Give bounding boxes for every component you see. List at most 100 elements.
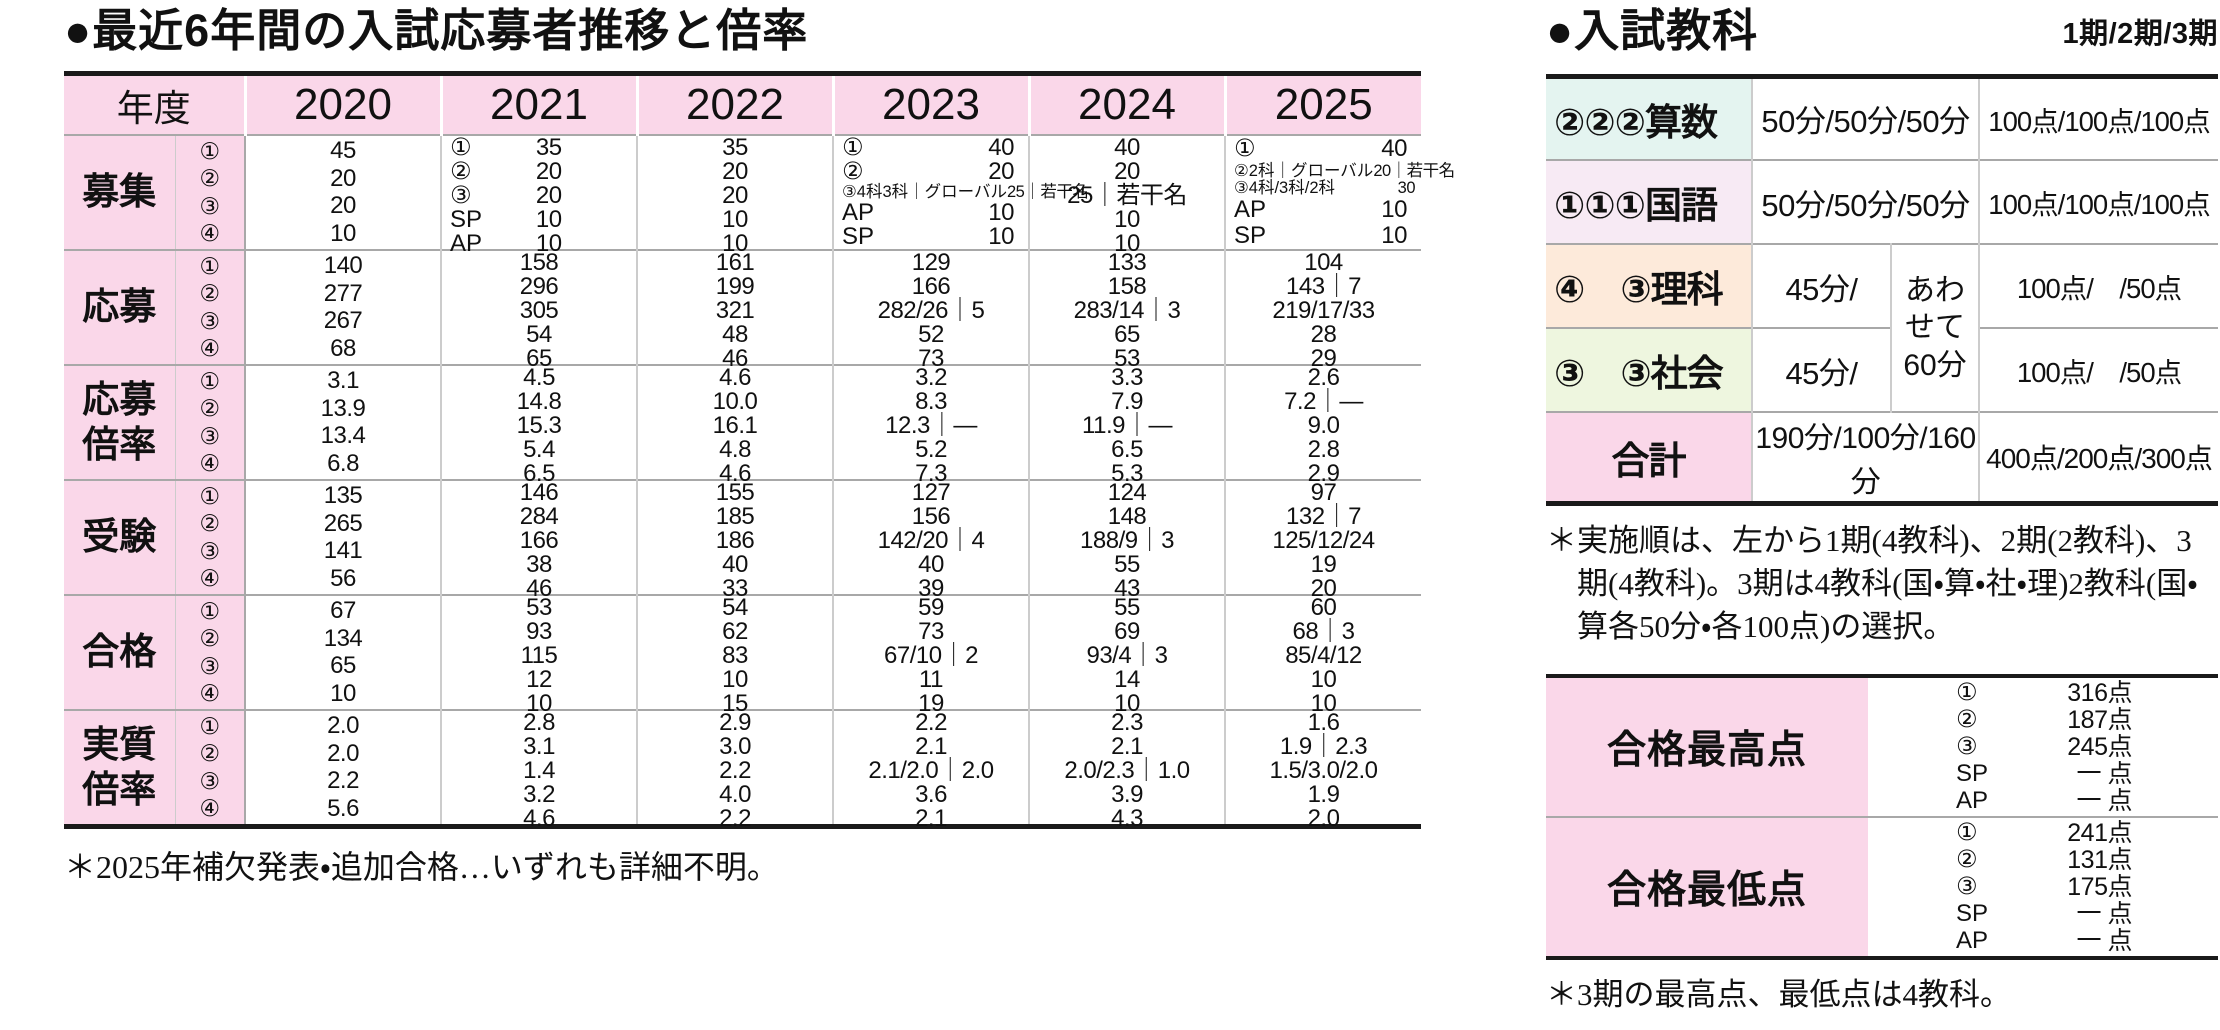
cell-lines: 4.6 10.0 16.1 4.8 4.6 [638,366,832,486]
line-value: 1.9｜2.3 [1279,733,1368,760]
line-value: 115 [520,642,558,669]
line-value: 2.0/2.3｜1.0 [1064,757,1190,784]
mark-circled: ③ [199,537,221,564]
subject-row: ②②②算数 50分/50分/50分 100点/100点/100点 [1546,76,2219,160]
line-value: 10 [722,206,748,233]
line-value: 10 [1114,206,1140,233]
line-value: 3.3 [1111,364,1143,391]
line-value: 10 [722,666,748,693]
line-value: 10 [988,222,1014,250]
row-label: 実質倍率 [64,710,176,827]
data-cell: 2.3 2.1 2.0/2.3｜1.0 3.9 4.3 [1028,710,1225,831]
line-value: 13.4 [320,422,366,450]
line-value: 12 [526,666,552,693]
labeled-line: ① 35 [442,136,636,160]
cell-lines: 127 156 142/20｜4 40 39 [834,481,1028,601]
line-label: SP [1234,221,1267,249]
table-body: ②②②算数 50分/50分/50分 100点/100点/100点 ①①①国語 50分/5… [1546,76,2219,504]
data-cell: 133 158 283/14｜3 65 53 [1028,250,1225,371]
line-value: 62 [722,618,748,645]
score-line: ② 131点 [1956,847,2132,873]
data-cell: 1.6 1.9｜2.3 1.5/3.0/2.0 1.9 2.0 [1224,710,1421,831]
line-label: ② [842,158,864,186]
line-value: 284 [519,503,559,530]
mark-circled: ④ [199,794,221,821]
line-value: 52 [918,321,944,348]
line-value: 3.2 [915,364,947,391]
line-value: 54 [526,321,552,348]
mark-circled: ④ [199,334,221,361]
score-row: 合格最低点 ① 241点 ② 131点 ③ 175点 SP 一 点 AP 一 点 [1546,817,2218,959]
line-value: 20 [722,182,748,209]
score-values-cell: ① 241点 ② 131点 ③ 175点 SP 一 点 AP 一 点 [1868,817,2218,959]
total-label: 合計 [1546,412,1752,504]
line-value: 69 [1114,618,1140,645]
cell-lines: 55 69 93/4｜3 14 10 [1030,594,1224,716]
line-value: 3.1 [327,367,359,395]
exam-subjects-section: ●入試教科 1期/2期/3期 ②②②算数 50分/50分/50分 100点/100点… [1546,6,2219,1017]
line-value: 56 [330,564,356,592]
data-cell: 60 68｜3 85/4/12 10 10 [1224,595,1421,716]
table-row: 合格 ① ② ③ ④ 67 134 65 10 53 93 115 12 10 54 62 83 10 15 59 73… [64,594,1421,716]
labeled-line: ③4科/3科/2科 30 [1226,180,1421,197]
line-value: 13.9 [320,394,366,422]
labeled-line: ② 20 [834,160,1028,184]
total-row: 合計 190分/100分/160分 400点/200点/300点 [1546,412,2219,504]
line-value: 6.5 [1111,436,1143,463]
table-row: 応募倍率 ① ② ③ ④ 3.1 13.9 13.4 6.8 4.5 14.8 15.3 5.4 6.5 4… [64,364,1421,486]
line-value: 67/10｜2 [884,642,978,669]
line-value: 132｜7 [1286,503,1361,530]
cell-lines: 155 185 186 40 33 [638,481,832,601]
score-values: ① 241点 ② 131点 ③ 175点 SP 一 点 AP 一 点 [1956,819,2133,956]
line-value: 8.3 [915,388,947,415]
year-header: 2024 [1027,73,1225,135]
cell-lines: 54 62 83 10 15 [638,596,832,716]
line-value: 10.0 [712,388,758,415]
line-value: 2.2 [327,767,359,795]
line-value: 129 [911,249,951,276]
subject-points: 100点/100点/100点 [1978,160,2219,244]
line-value: 2.8 [1307,436,1340,463]
data-cell: 53 93 115 12 10 [440,595,637,716]
score-values-cell: ① 316点 ② 187点 ③ 245点 SP 一 点 AP 一 点 [1868,676,2218,818]
line-value: 65 [330,652,356,680]
exam-subjects-header: ●入試教科 1期/2期/3期 [1546,6,2218,56]
line-value: 166 [911,273,951,300]
subject-time: 50分/50分/50分 [1750,160,1980,244]
data-cell: 2.0 2.0 2.2 5.6 [244,710,441,827]
score-line-label: ① [1956,819,1978,847]
line-value: 55 [1114,594,1140,621]
line-value: 12.3｜— [885,412,977,439]
line-value: 2.1 [1111,733,1143,760]
line-value: 33 [722,575,748,602]
data-cell: ① 35 ② 20 ③ 20 SP 10 AP 10 [440,135,637,256]
line-value: 10 [1114,690,1140,717]
score-line-label: ③ [1956,733,1978,761]
line-value: 5.3 [1111,460,1143,487]
line-value: 7.3 [915,460,947,487]
mark-circled: ② [199,740,221,767]
cell-lines: 67 134 65 10 [246,596,440,709]
subject-label: ③ ③社会 [1546,328,1752,412]
cell-lines: ① 35 ② 20 ③ 20 SP 10 AP 10 [442,136,636,256]
line-value: 146 [519,479,559,506]
line-value: 7.9 [1111,388,1143,415]
line-value: 59 [918,594,944,621]
line-value: 10 [535,230,562,257]
line-value: 124 [1107,479,1147,506]
subject-time: 50分/50分/50分 [1750,76,1980,160]
line-value: 219/17/33 [1272,297,1375,324]
table-row: 受験 ① ② ③ ④ 135 265 141 56 146 284 166 38 46 155 185 186 4… [64,479,1421,601]
subject-points: 100点/100点/100点 [1978,76,2219,160]
cell-lines: 135 265 141 56 [246,481,440,594]
pass-scores-table: 合格最高点 ① 316点 ② 187点 ③ 245点 SP 一 点 AP 一 点合格最低点 ① 241点… [1546,674,2218,961]
line-value: 68 [330,334,356,362]
mark-circled: ② [199,510,221,537]
line-label: AP [1234,196,1267,224]
line-value: 2.1/2.0｜2.0 [868,757,994,784]
mark-circled: ④ [199,219,221,246]
score-label: 合格最低点 [1546,817,1868,959]
line-value: 40 [722,551,748,578]
cell-lines: 161 199 321 48 46 [638,251,832,371]
line-value: 10 [1310,666,1337,693]
